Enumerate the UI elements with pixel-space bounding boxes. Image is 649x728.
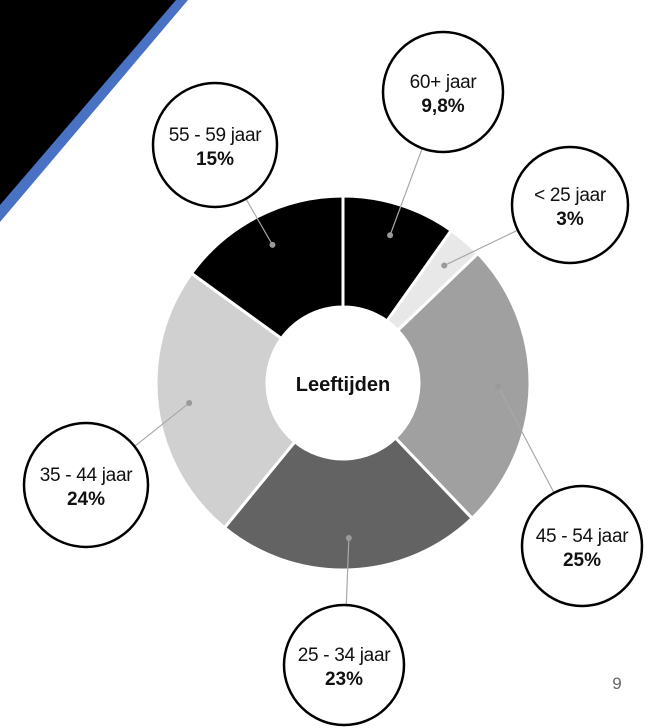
- leader-dot-0: [387, 232, 394, 239]
- leader-line-2: [497, 386, 555, 494]
- callout-5: 55 - 59 jaar 15%: [151, 81, 279, 209]
- callout-3: 25 - 34 jaar 23%: [282, 603, 406, 727]
- donut-slices: [154, 194, 532, 572]
- center-label: Leeftijden: [296, 374, 390, 396]
- leader-dot-2: [495, 383, 502, 390]
- slice-label-5: 55 - 59 jaar: [169, 125, 262, 146]
- slice-value-1: 3%: [556, 209, 584, 230]
- leader-lines: [134, 148, 555, 606]
- leader-line-3: [345, 537, 350, 606]
- callout-bubbles: 60+ jaar 9,8% < 25 jaar 3% 45 - 54 jaar 25% 25…: [22, 30, 644, 727]
- corner-dark-shape: [0, 0, 176, 205]
- callout-circle-0: [381, 30, 505, 154]
- leader-line-4: [134, 402, 190, 447]
- callout-circle-5: [151, 81, 279, 209]
- corner-decoration: [0, 0, 188, 222]
- callout-2: 45 - 54 jaar 25%: [520, 484, 644, 608]
- slice-label-4: 35 - 44 jaar: [40, 465, 133, 486]
- callout-circle-4: [22, 421, 150, 549]
- slice-value-2: 25%: [563, 550, 601, 571]
- callout-circle-2: [520, 484, 644, 608]
- slice-label-2: 45 - 54 jaar: [536, 526, 629, 547]
- callout-1: < 25 jaar 3%: [510, 145, 630, 265]
- leader-dot-4: [186, 399, 193, 406]
- callout-circle-1: [510, 145, 630, 265]
- slice-value-4: 24%: [67, 489, 105, 510]
- leader-line-1: [443, 229, 519, 267]
- leader-dot-5: [269, 241, 276, 248]
- slice-label-0: 60+ jaar: [410, 72, 478, 93]
- donut-hole: [267, 307, 419, 459]
- leader-dot-1: [441, 262, 448, 269]
- callout-0: 60+ jaar 9,8%: [381, 30, 505, 154]
- callout-circle-3: [282, 603, 406, 727]
- leader-line-5: [245, 198, 273, 246]
- slice-label-1: < 25 jaar: [534, 185, 607, 206]
- slice-value-0: 9,8%: [421, 96, 464, 117]
- leader-line-0: [389, 148, 423, 236]
- slice-value-5: 15%: [196, 149, 234, 170]
- callout-4: 35 - 44 jaar 24%: [22, 421, 150, 549]
- slice-label-3: 25 - 34 jaar: [298, 645, 391, 666]
- leader-dot-3: [345, 534, 352, 541]
- slice-value-3: 23%: [325, 669, 363, 690]
- page-number: 9: [612, 674, 621, 693]
